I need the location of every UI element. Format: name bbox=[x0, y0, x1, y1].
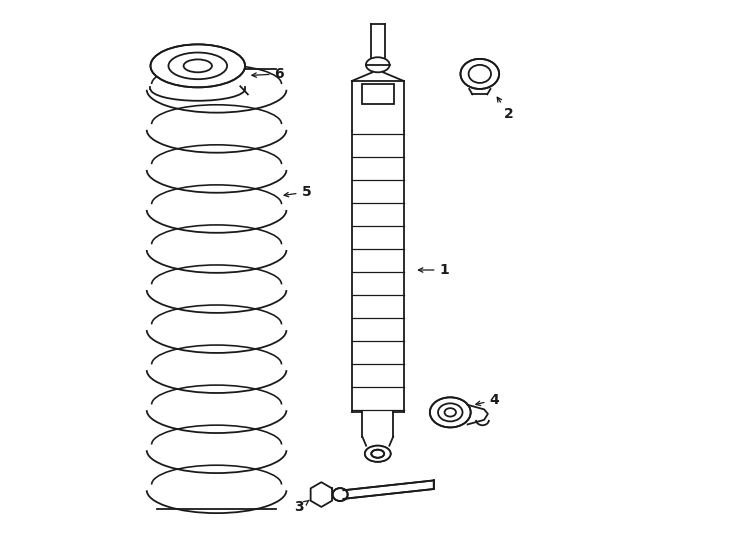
Ellipse shape bbox=[366, 57, 390, 72]
Ellipse shape bbox=[430, 397, 470, 427]
Text: 1: 1 bbox=[418, 263, 449, 277]
Polygon shape bbox=[310, 482, 332, 507]
Ellipse shape bbox=[150, 44, 245, 87]
Text: 3: 3 bbox=[294, 500, 309, 515]
Text: 5: 5 bbox=[284, 185, 311, 199]
Text: 6: 6 bbox=[252, 67, 284, 81]
Ellipse shape bbox=[460, 59, 499, 89]
Ellipse shape bbox=[365, 446, 390, 462]
Text: 2: 2 bbox=[497, 97, 514, 121]
Text: 4: 4 bbox=[476, 393, 499, 407]
Ellipse shape bbox=[333, 488, 348, 501]
Polygon shape bbox=[344, 481, 434, 499]
Ellipse shape bbox=[365, 446, 390, 462]
